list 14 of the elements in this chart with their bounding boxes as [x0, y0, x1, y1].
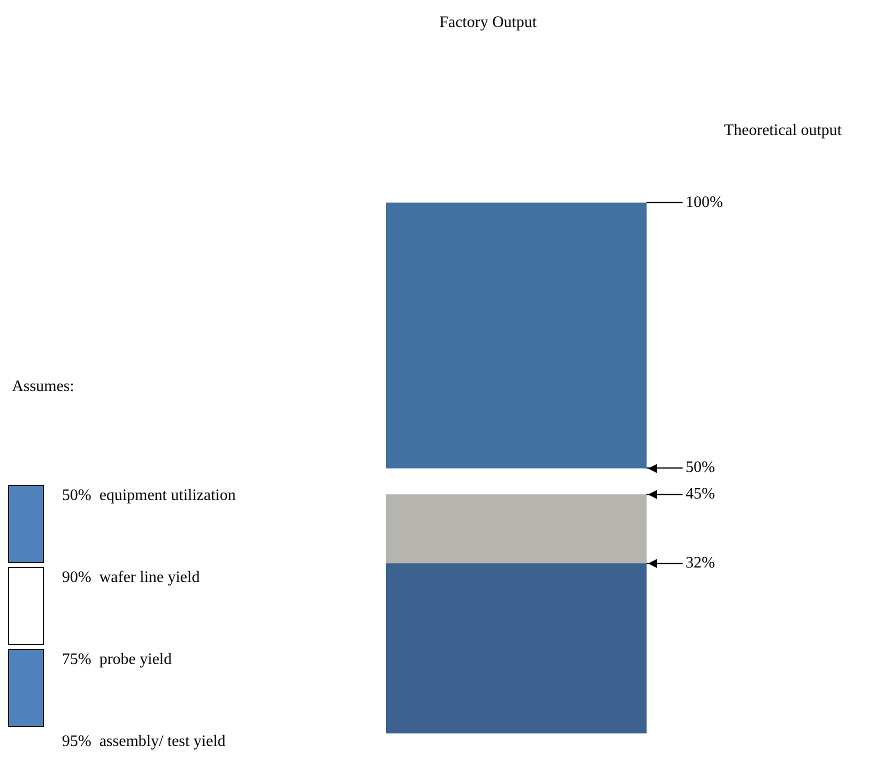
bar	[386, 494, 647, 564]
text: 75% probe yield	[62, 651, 172, 669]
y-tick-label: 50%	[686, 459, 715, 476]
y-tick-label: 100%	[686, 194, 723, 211]
text: 50% equipment utilization	[62, 487, 236, 505]
text: 95% assembly/ test yield	[62, 733, 226, 751]
y-tick-label: 32%	[686, 554, 715, 572]
text: Assumes:	[12, 378, 74, 396]
text: 90% wafer line yield	[62, 569, 200, 587]
text: Theoretical output	[724, 122, 842, 140]
bar	[386, 202, 647, 468]
y-tick-label: 45%	[686, 486, 715, 503]
chart-title: Factory Output	[438, 14, 538, 32]
bar	[386, 563, 647, 734]
